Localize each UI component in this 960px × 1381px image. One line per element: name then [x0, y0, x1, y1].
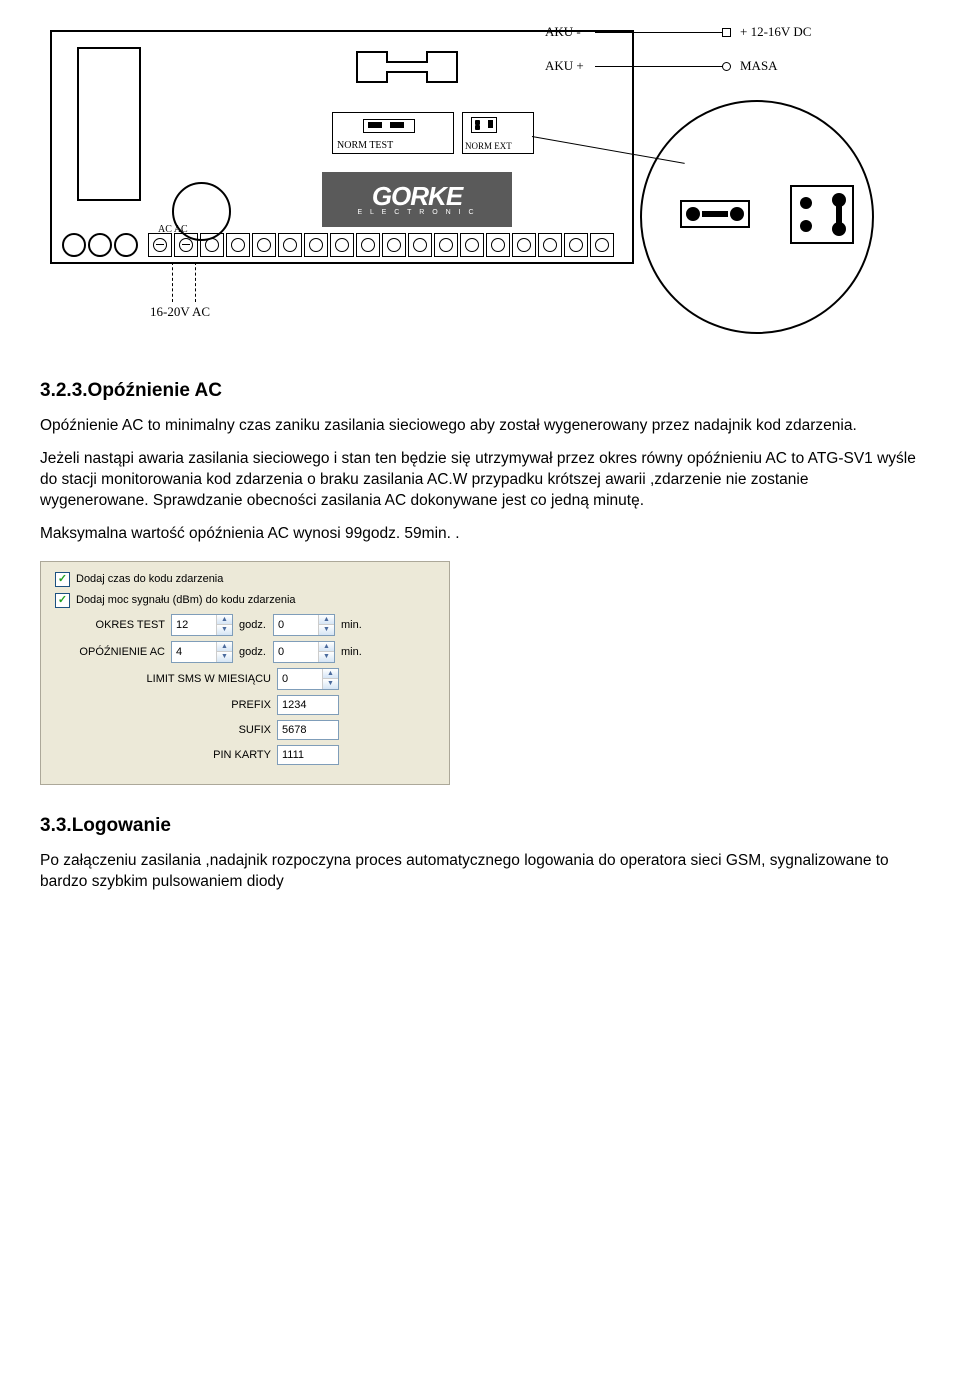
- okres-test-min-spinner[interactable]: ▲▼: [273, 614, 335, 636]
- okres-test-label: OKRES TEST: [75, 619, 165, 631]
- hole-icon: [88, 233, 112, 257]
- terminal: [460, 233, 484, 257]
- okres-test-hours-input[interactable]: [172, 615, 216, 635]
- ac-voltage-label: 16-20V AC: [150, 304, 210, 320]
- norm-ext-label: NORM EXT: [465, 141, 512, 151]
- section-heading-logowanie: 3.3.Logowanie: [40, 815, 920, 837]
- paragraph: Jeżeli nastąpi awaria zasilania sieciowe…: [40, 449, 920, 512]
- prefix-input[interactable]: [277, 695, 339, 715]
- aku-minus-label: AKU -: [545, 24, 581, 40]
- checkbox-checked-icon[interactable]: ✓: [55, 572, 70, 587]
- magnified-switch-2: [790, 185, 854, 244]
- spin-up-icon[interactable]: ▲: [217, 615, 232, 626]
- terminal-row: [62, 233, 622, 257]
- opoznienie-min-spinner[interactable]: ▲▼: [273, 641, 335, 663]
- terminal: [408, 233, 432, 257]
- unit-hours: godz.: [239, 646, 267, 658]
- opoznienie-label: OPÓŹNIENIE AC: [63, 646, 165, 658]
- dc-label: + 12-16V DC: [740, 24, 811, 40]
- terminal: [330, 233, 354, 257]
- spin-up-icon[interactable]: ▲: [319, 615, 334, 626]
- spin-down-icon[interactable]: ▼: [217, 652, 232, 662]
- checkbox-checked-icon[interactable]: ✓: [55, 593, 70, 608]
- logo: GORKE E L E C T R O N I C: [322, 172, 512, 227]
- terminal: [252, 233, 276, 257]
- unit-min: min.: [341, 646, 369, 658]
- terminal: [174, 233, 198, 257]
- checkbox-row-time[interactable]: ✓ Dodaj czas do kodu zdarzenia: [55, 572, 435, 587]
- limit-sms-input[interactable]: [278, 669, 322, 689]
- terminal: [590, 233, 614, 257]
- okres-test-min-input[interactable]: [274, 615, 318, 635]
- terminal: [226, 233, 250, 257]
- aku-plus-label: AKU +: [545, 58, 584, 74]
- terminal: [200, 233, 224, 257]
- sufix-label: SUFIX: [239, 724, 271, 736]
- terminal: [538, 233, 562, 257]
- okres-test-hours-spinner[interactable]: ▲▼: [171, 614, 233, 636]
- masa-label: MASA: [740, 58, 778, 74]
- dashed-line: [172, 262, 173, 302]
- terminal: [278, 233, 302, 257]
- switch-norm-ext: NORM EXT: [462, 112, 534, 154]
- hole-icon: [114, 233, 138, 257]
- terminal: [304, 233, 328, 257]
- terminal: [486, 233, 510, 257]
- hole-icon: [62, 233, 86, 257]
- checkbox-label: Dodaj moc sygnału (dBm) do kodu zdarzeni…: [76, 594, 296, 606]
- prefix-label: PREFIX: [231, 699, 271, 711]
- dashed-line: [195, 262, 196, 302]
- spin-up-icon[interactable]: ▲: [319, 642, 334, 653]
- wire-line: [595, 32, 725, 33]
- unit-hours: godz.: [239, 619, 267, 631]
- logo-sub: E L E C T R O N I C: [357, 209, 476, 216]
- paragraph: Opóźnienie AC to minimalny czas zaniku z…: [40, 416, 920, 437]
- opoznienie-min-input[interactable]: [274, 642, 318, 662]
- component-rect: [77, 47, 141, 201]
- paragraph: Maksymalna wartość opóźnienia AC wynosi …: [40, 524, 920, 545]
- spin-down-icon[interactable]: ▼: [323, 679, 338, 689]
- opoznienie-hours-input[interactable]: [172, 642, 216, 662]
- norm-test-label: NORM TEST: [337, 140, 393, 151]
- terminal: [434, 233, 458, 257]
- pcb-diagram: NORM TEST NORM EXT GORKE E L E C T R O N…: [40, 20, 880, 340]
- limit-sms-label: LIMIT SMS W MIESIĄCU: [147, 673, 271, 685]
- spin-down-icon[interactable]: ▼: [319, 625, 334, 635]
- paragraph: Po załączeniu zasilania ,nadajnik rozpoc…: [40, 851, 920, 893]
- sufix-input[interactable]: [277, 720, 339, 740]
- wire-line: [595, 66, 725, 67]
- limit-sms-spinner[interactable]: ▲▼: [277, 668, 339, 690]
- pin-input[interactable]: [277, 745, 339, 765]
- terminal-marker-icon: [722, 28, 731, 37]
- terminal: [564, 233, 588, 257]
- spin-up-icon[interactable]: ▲: [217, 642, 232, 653]
- spin-down-icon[interactable]: ▼: [217, 625, 232, 635]
- spin-up-icon[interactable]: ▲: [323, 669, 338, 680]
- terminal: [512, 233, 536, 257]
- magnified-switch-1: [680, 200, 750, 228]
- terminal: [382, 233, 406, 257]
- settings-panel: ✓ Dodaj czas do kodu zdarzenia ✓ Dodaj m…: [40, 561, 450, 785]
- opoznienie-hours-spinner[interactable]: ▲▼: [171, 641, 233, 663]
- pin-label: PIN KARTY: [213, 749, 271, 761]
- logo-main: GORKE: [372, 183, 462, 209]
- unit-min: min.: [341, 619, 369, 631]
- terminal: [356, 233, 380, 257]
- switch-norm-test: NORM TEST: [332, 112, 454, 154]
- spin-down-icon[interactable]: ▼: [319, 652, 334, 662]
- checkbox-row-signal[interactable]: ✓ Dodaj moc sygnału (dBm) do kodu zdarze…: [55, 593, 435, 608]
- terminal-marker-icon: [722, 62, 731, 71]
- terminal: [148, 233, 172, 257]
- checkbox-label: Dodaj czas do kodu zdarzenia: [76, 573, 223, 585]
- connector-shape: [352, 47, 462, 87]
- section-heading-opoznienie: 3.2.3.Opóźnienie AC: [40, 380, 920, 402]
